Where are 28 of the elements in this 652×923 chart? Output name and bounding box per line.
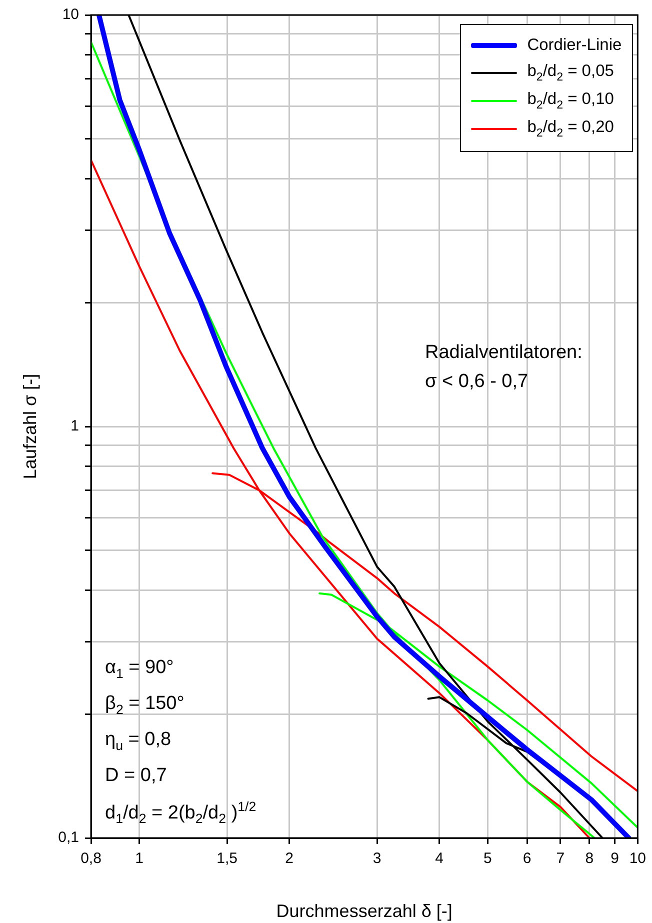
- legend-label: b$_{2}$/d$_{2}$ = 0,20: [527, 116, 614, 142]
- annotation: Radialventilatoren:: [425, 342, 582, 363]
- legend-label: b$_{2}$/d$_{2}$ = 0,10: [527, 88, 614, 114]
- x-tick-label: 1,5: [216, 850, 238, 868]
- x-tick-label: 4: [435, 850, 444, 868]
- x-tick-label: 7: [556, 850, 565, 868]
- annotation: D = 0,7: [105, 765, 167, 786]
- text: d$_{1}$/d$_{2}$ = 2(b$_{2}$/d$_{2}$ )$^{1/2}$: [105, 799, 256, 826]
- y-tick-label: 0,1: [58, 829, 79, 846]
- y-tick-label: 1: [70, 418, 79, 435]
- x-tick-label: 1: [135, 850, 144, 868]
- y-axis-title: Laufzahl σ [-]: [20, 374, 40, 480]
- x-tick-label: 3: [372, 850, 382, 868]
- annotation: η$_{u}$ = 0,8: [105, 729, 172, 753]
- x-tick-label: 6: [522, 850, 532, 868]
- legend-label: b$_{2}$/d$_{2}$ = 0,05: [527, 60, 614, 85]
- annotation: σ < 0,6 - 0,7: [425, 371, 528, 392]
- x-tick-label: 8: [585, 850, 594, 868]
- annotation: β$_{2}$ = 150°: [105, 693, 184, 717]
- x-tick-label: 0,8: [80, 850, 102, 868]
- x-tick-label: 9: [610, 850, 620, 868]
- annotation: α$_{1}$ = 90°: [105, 657, 174, 681]
- legend-label: Cordier-Linie: [527, 35, 622, 56]
- x-tick-label: 2: [285, 850, 294, 868]
- x-axis-title: Durchmesserzahl δ [-]: [276, 901, 452, 922]
- x-tick-label: 5: [483, 850, 492, 868]
- y-tick-label: 10: [62, 6, 79, 24]
- x-tick-label: 10: [629, 850, 646, 868]
